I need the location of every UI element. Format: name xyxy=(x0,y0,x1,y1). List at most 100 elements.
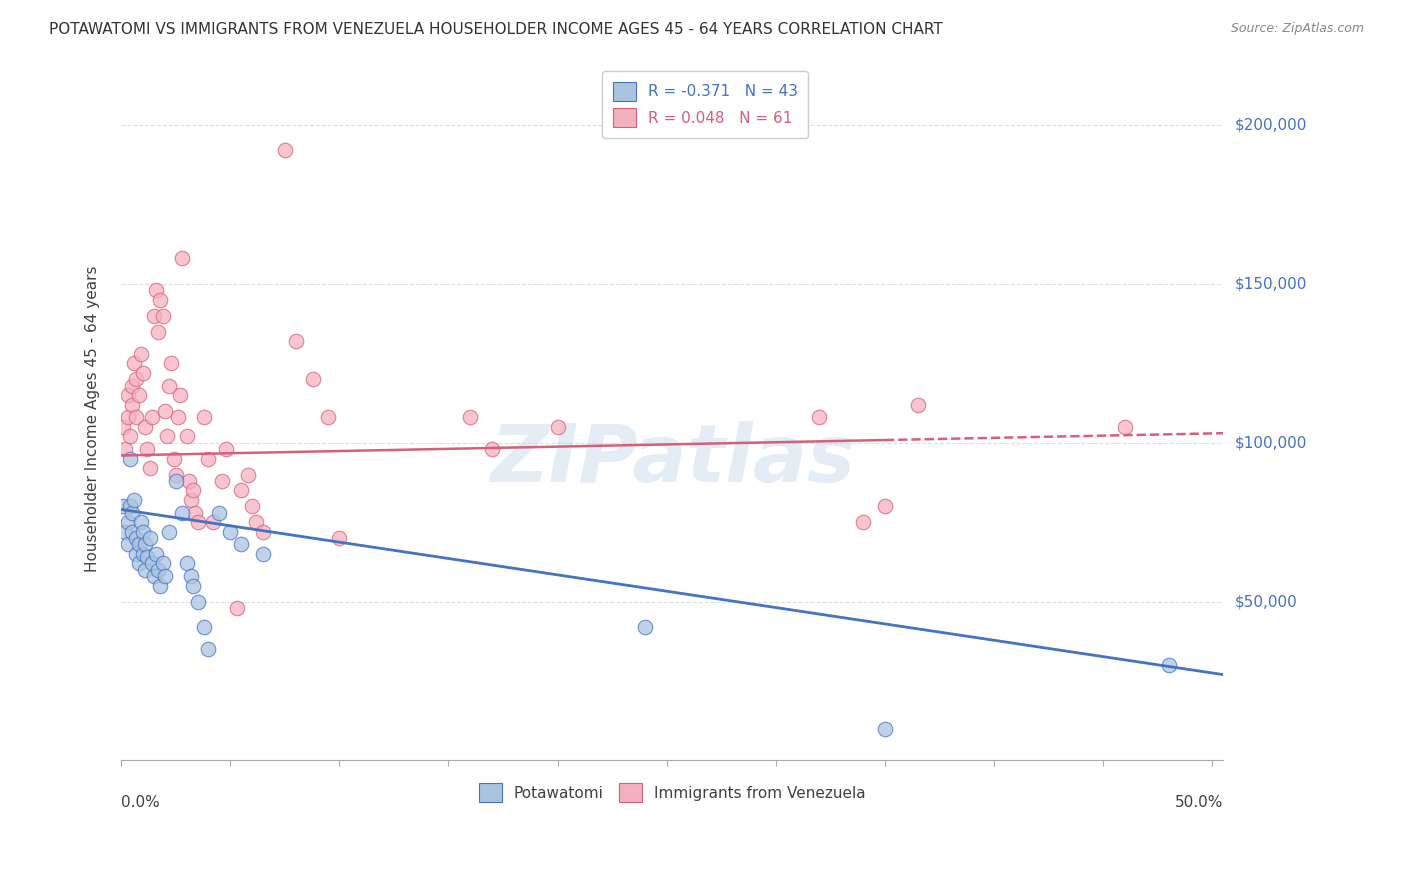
Point xyxy=(180,569,202,583)
Point xyxy=(252,524,274,539)
Y-axis label: Householder Income Ages 45 - 64 years: Householder Income Ages 45 - 64 years xyxy=(86,266,100,572)
Point xyxy=(136,550,159,565)
Point xyxy=(117,388,139,402)
Point xyxy=(117,537,139,551)
Point xyxy=(236,467,259,482)
Point xyxy=(112,500,135,514)
Point xyxy=(208,506,231,520)
Point xyxy=(231,537,253,551)
Point xyxy=(128,557,150,571)
Point xyxy=(121,506,143,520)
Point xyxy=(186,594,208,608)
Point xyxy=(181,483,204,498)
Point xyxy=(138,461,160,475)
Point xyxy=(225,601,247,615)
Point xyxy=(458,410,481,425)
Point xyxy=(211,474,233,488)
Point xyxy=(193,620,215,634)
Point xyxy=(122,492,145,507)
Point xyxy=(328,531,350,545)
Point xyxy=(141,410,163,425)
Point xyxy=(114,524,136,539)
Point xyxy=(172,252,194,266)
Point xyxy=(132,366,155,380)
Point xyxy=(121,398,143,412)
Point xyxy=(165,467,187,482)
Point xyxy=(128,537,150,551)
Text: $100,000: $100,000 xyxy=(1234,435,1306,450)
Point xyxy=(1157,658,1180,673)
Point xyxy=(114,442,136,456)
Point xyxy=(118,500,141,514)
Point xyxy=(125,531,148,545)
Point xyxy=(176,429,198,443)
Point xyxy=(125,372,148,386)
Point xyxy=(197,451,219,466)
Point xyxy=(284,334,307,348)
Point xyxy=(129,515,152,529)
Point xyxy=(145,283,167,297)
Point xyxy=(172,506,194,520)
Text: $200,000: $200,000 xyxy=(1234,118,1306,133)
Point xyxy=(122,356,145,370)
Point xyxy=(181,579,204,593)
Point xyxy=(907,398,929,412)
Point xyxy=(162,451,184,466)
Point xyxy=(165,474,187,488)
Point xyxy=(1114,420,1136,434)
Point xyxy=(197,642,219,657)
Point xyxy=(169,388,191,402)
Point xyxy=(152,557,174,571)
Point xyxy=(129,347,152,361)
Point xyxy=(177,474,200,488)
Point xyxy=(142,309,165,323)
Point xyxy=(252,547,274,561)
Point xyxy=(160,356,183,370)
Point xyxy=(134,537,156,551)
Point xyxy=(132,524,155,539)
Point xyxy=(231,483,253,498)
Point xyxy=(167,410,190,425)
Point xyxy=(157,378,180,392)
Point xyxy=(634,620,657,634)
Text: ZIPatlas: ZIPatlas xyxy=(489,421,855,499)
Point xyxy=(148,325,170,339)
Text: $150,000: $150,000 xyxy=(1234,277,1306,292)
Point xyxy=(193,410,215,425)
Point xyxy=(302,372,325,386)
Point xyxy=(274,144,297,158)
Point xyxy=(117,410,139,425)
Point xyxy=(201,515,224,529)
Point xyxy=(153,569,176,583)
Point xyxy=(219,524,242,539)
Point xyxy=(117,515,139,529)
Text: $50,000: $50,000 xyxy=(1234,594,1296,609)
Point xyxy=(873,722,896,736)
Point xyxy=(547,420,569,434)
Point xyxy=(184,506,207,520)
Point xyxy=(125,547,148,561)
Point xyxy=(157,524,180,539)
Point xyxy=(138,531,160,545)
Point xyxy=(121,524,143,539)
Point xyxy=(240,500,263,514)
Point xyxy=(808,410,831,425)
Text: POTAWATOMI VS IMMIGRANTS FROM VENEZUELA HOUSEHOLDER INCOME AGES 45 - 64 YEARS CO: POTAWATOMI VS IMMIGRANTS FROM VENEZUELA … xyxy=(49,22,943,37)
Point xyxy=(245,515,267,529)
Point xyxy=(180,492,202,507)
Text: Source: ZipAtlas.com: Source: ZipAtlas.com xyxy=(1230,22,1364,36)
Point xyxy=(121,378,143,392)
Point xyxy=(186,515,208,529)
Point xyxy=(148,563,170,577)
Point xyxy=(128,388,150,402)
Point xyxy=(142,569,165,583)
Point xyxy=(176,557,198,571)
Point xyxy=(152,309,174,323)
Point xyxy=(118,451,141,466)
Point xyxy=(132,547,155,561)
Point xyxy=(134,563,156,577)
Text: 0.0%: 0.0% xyxy=(121,795,160,810)
Point xyxy=(873,500,896,514)
Point xyxy=(481,442,503,456)
Point xyxy=(118,429,141,443)
